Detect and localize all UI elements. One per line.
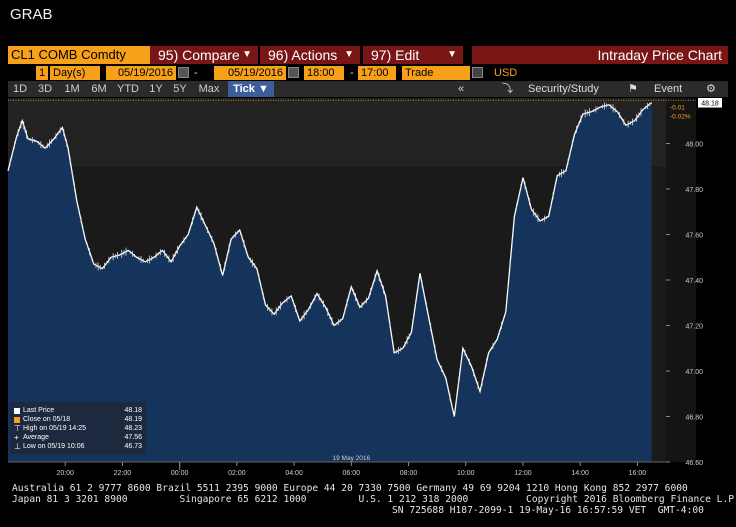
start-date-field[interactable]: 05/19/2016 [106, 66, 176, 80]
chart-title: Intraday Price Chart [472, 46, 728, 64]
gear-icon[interactable]: ⚙ [706, 83, 716, 95]
currency-label: USD [494, 67, 518, 79]
legend-value: 48.18 [124, 407, 142, 414]
x-tick-label: 22:00 [114, 470, 132, 477]
ticker-field[interactable]: CL1 COMB Comdty [8, 46, 150, 64]
legend-item-close: Close on 05/18 48.19 [14, 416, 142, 424]
footer-line-3: SN 725688 H187-2099-1 19-May-16 16:57:59… [392, 505, 704, 516]
legend-item-high: ⊤ High on 05/19 14:25 48.23 [14, 425, 142, 433]
y-tick-label: 47.20 [685, 324, 703, 331]
security-study-button[interactable]: Security/Study [528, 83, 599, 95]
legend-value: 48.19 [124, 416, 142, 423]
x-tick-label: 10:00 [457, 470, 475, 477]
footer-line-2: Japan 81 3 3201 8900 Singapore 65 6212 1… [12, 494, 736, 505]
x-tick-label: 14:00 [571, 470, 589, 477]
timeframe-6m[interactable]: 6M [91, 83, 107, 95]
timeframe-1y[interactable]: 1Y [149, 83, 163, 95]
time-separator: - [350, 67, 354, 79]
y-tick-label: 47.80 [685, 187, 703, 194]
y-tick-label: 47.60 [685, 233, 703, 240]
legend-item-last-price: Last Price 48.18 [14, 407, 142, 415]
chart-icon: ⤵ [502, 83, 513, 95]
chevron-down-icon[interactable] [472, 67, 483, 78]
timeframe-max[interactable]: Max [198, 83, 220, 95]
y-tick-label: 47.00 [685, 369, 703, 376]
last-price-box [698, 97, 722, 108]
legend-label: Close on 05/18 [23, 416, 71, 423]
average-marker-icon: + [14, 433, 19, 442]
chart-legend: Last Price 48.18 Close on 05/18 48.19 ⊤ … [10, 402, 146, 454]
high-marker-icon: ⊤ [14, 424, 21, 433]
price-chart: 48.00 47.80 47.60 47.40 47.20 47.00 46.80 46.60… [7, 97, 722, 477]
legend-item-low: ⊥ Low on 05/19 10:06 46.73 [14, 443, 142, 451]
field-select[interactable]: Trade [402, 66, 470, 80]
edit-button[interactable]: 97) Edit ▼ [363, 46, 463, 64]
footer-line-1: Australia 61 2 9777 8600 Brazil 5511 239… [12, 483, 688, 494]
chevron-down-icon: ▼ [344, 49, 354, 60]
legend-value: 47.56 [124, 434, 142, 441]
period-count-field[interactable]: 1 [36, 66, 48, 80]
tick-button[interactable]: Tick ▼ [228, 81, 274, 97]
x-tick-label: 00:00 [171, 470, 189, 477]
actions-button[interactable]: 96) Actions ▼ [260, 46, 360, 64]
legend-label: Low on 05/19 10:06 [23, 443, 85, 450]
change-label: -0.01 [670, 105, 685, 112]
legend-label: Average [23, 434, 49, 441]
x-tick-label: 04:00 [285, 470, 303, 477]
date-label: 19 May 2016 [333, 455, 371, 462]
legend-swatch [14, 408, 20, 414]
chevron-down-icon: ▼ [447, 49, 457, 60]
range-bar: 1 Day(s) 05/19/2016 - 05/19/2016 18:00 -… [8, 65, 728, 81]
collapse-icon[interactable]: « [458, 83, 465, 95]
legend-value: 46.73 [124, 443, 142, 450]
change-label: -0.02% [670, 114, 691, 121]
y-tick-label: 46.80 [685, 415, 703, 422]
low-marker-icon: ⊥ [14, 442, 21, 451]
timeframe-1m[interactable]: 1M [64, 83, 80, 95]
function-toolbar: CL1 COMB Comdty 95) Compare ▼ 96) Actions… [8, 46, 728, 64]
end-date-field[interactable]: 05/19/2016 [214, 66, 286, 80]
legend-item-average: + Average 47.56 [14, 434, 142, 442]
window-title: GRAB [10, 6, 53, 23]
x-tick-label: 08:00 [400, 470, 418, 477]
event-button[interactable]: Event [654, 83, 683, 95]
period-unit-select[interactable]: Day(s) [50, 66, 100, 80]
end-time-field[interactable]: 17:00 [358, 66, 396, 80]
timeframe-ytd[interactable]: YTD [117, 83, 139, 95]
plot-band [8, 98, 666, 167]
axis-panel [666, 98, 696, 462]
price-line [7, 102, 653, 417]
calendar-icon[interactable] [178, 67, 189, 78]
x-tick-label: 06:00 [343, 470, 361, 477]
timeframe-5y[interactable]: 5Y [173, 83, 187, 95]
x-tick-label: 12:00 [514, 470, 532, 477]
last-price-label: 48.18 [701, 101, 719, 108]
compare-button[interactable]: 95) Compare ▼ [150, 46, 258, 64]
y-tick-label: 46.60 [685, 460, 703, 467]
compare-label: 95) Compare [158, 47, 240, 63]
x-tick-label: 02:00 [228, 470, 246, 477]
chevron-down-icon: ▼ [242, 49, 252, 60]
legend-label: High on 05/19 14:25 [23, 425, 87, 432]
calendar-icon[interactable] [288, 67, 299, 78]
edit-label: 97) Edit [371, 47, 420, 63]
legend-value: 48.23 [124, 425, 142, 432]
price-area [8, 102, 652, 462]
start-time-field[interactable]: 18:00 [304, 66, 344, 80]
date-separator: - [194, 67, 198, 79]
timeframe-3d[interactable]: 3D [37, 83, 53, 95]
timeframe-bar: 1D 3D 1M 6M YTD 1Y 5Y Max Tick ▼ « ⤵ Sec… [8, 81, 728, 97]
actions-label: 96) Actions [268, 47, 338, 63]
x-tick-label: 16:00 [629, 470, 647, 477]
x-tick-label: 20:00 [56, 470, 74, 477]
y-tick-label: 48.00 [685, 142, 703, 149]
flag-icon: ⚑ [628, 83, 638, 95]
legend-swatch [14, 417, 20, 423]
chart-area: 48.00 47.80 47.60 47.40 47.20 47.00 46.80 46.60… [0, 97, 736, 522]
timeframe-1d[interactable]: 1D [12, 83, 28, 95]
legend-label: Last Price [23, 407, 55, 414]
y-tick-label: 47.40 [685, 278, 703, 285]
